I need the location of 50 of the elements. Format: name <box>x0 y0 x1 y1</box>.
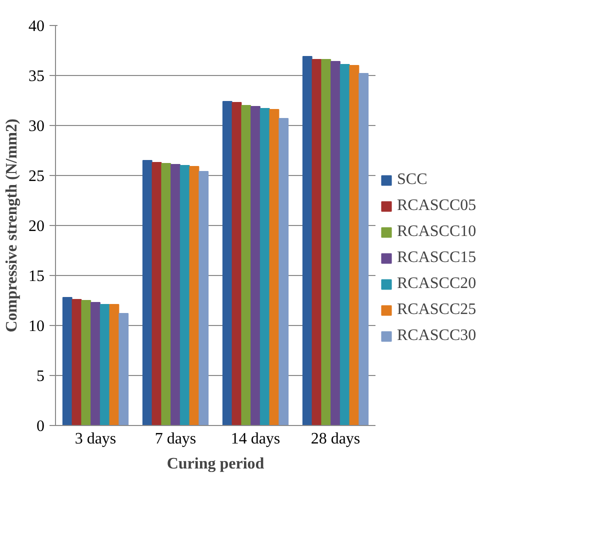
bar <box>72 299 82 426</box>
bar <box>90 302 100 426</box>
legend-label: RCASCC20 <box>397 275 476 293</box>
y-tick-label: 25 <box>28 168 44 185</box>
y-tick-label: 0 <box>36 418 44 435</box>
bar <box>81 300 92 426</box>
bar <box>109 304 120 426</box>
y-tick-label: 35 <box>28 68 44 85</box>
bar <box>340 64 350 426</box>
legend-label: RCASCC10 <box>397 223 476 241</box>
bar <box>62 297 72 426</box>
bar <box>100 304 110 426</box>
bar <box>302 56 312 426</box>
y-tick-label: 20 <box>28 218 44 235</box>
bar <box>180 165 190 426</box>
bar <box>222 101 232 426</box>
y-tick-label: 10 <box>28 318 44 335</box>
bar <box>142 160 152 426</box>
legend-label: RCASCC30 <box>397 327 476 345</box>
legend-label: RCASCC15 <box>397 249 476 267</box>
x-tick-label: 28 days <box>310 430 360 448</box>
bar <box>330 61 340 426</box>
bar <box>198 171 209 426</box>
y-axis-title: Compressive strength (N/mm2) <box>4 118 20 332</box>
bar <box>152 162 162 426</box>
bar <box>161 163 172 426</box>
bar <box>170 164 180 426</box>
bar <box>312 59 322 426</box>
bar <box>260 108 270 426</box>
y-tick-label: 30 <box>28 118 44 135</box>
x-tick-label: 3 days <box>74 430 116 448</box>
y-tick-label: 5 <box>36 368 44 385</box>
y-tick-label: 15 <box>28 268 44 285</box>
x-axis-title: Curing period <box>166 456 264 472</box>
bar <box>189 166 200 426</box>
bar <box>358 73 369 426</box>
bar <box>241 105 252 426</box>
bar <box>321 59 332 426</box>
bar <box>250 106 260 426</box>
bar <box>232 102 242 426</box>
x-tick-label: 14 days <box>230 430 280 448</box>
legend-label: RCASCC25 <box>397 301 476 319</box>
legend-label: SCC <box>397 171 428 189</box>
y-tick-label: 40 <box>28 18 44 35</box>
bar <box>278 118 289 426</box>
bar <box>118 313 129 426</box>
bar <box>269 109 280 426</box>
bar <box>349 65 360 426</box>
x-tick-label: 7 days <box>154 430 196 448</box>
legend-label: RCASCC05 <box>397 197 476 215</box>
